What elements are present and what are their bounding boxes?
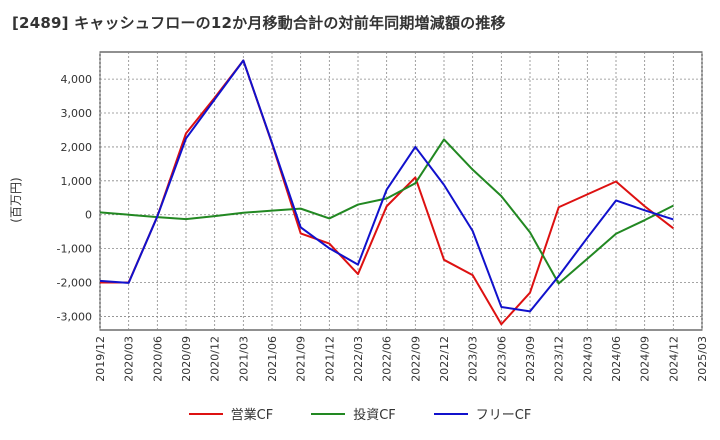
legend-swatch — [311, 412, 346, 415]
x-tick-label: 2021/12 — [323, 336, 336, 382]
y-tick-label: -1,000 — [57, 243, 92, 256]
series-lines — [99, 59, 674, 326]
y-tick-label: -2,000 — [57, 277, 92, 290]
x-tick-label: 2022/12 — [438, 336, 451, 382]
x-tick-label: 2021/09 — [295, 336, 308, 382]
x-tick-label: 2022/03 — [352, 336, 365, 382]
x-tick-label: 2024/09 — [639, 336, 652, 382]
x-tick-label: 2021/06 — [266, 336, 279, 382]
y-tick-labels: -3,000 -2,000 -1,000 0 1,000 2,000 3,000 4,000 — [57, 73, 92, 323]
x-tick-label: 2024/06 — [610, 336, 623, 382]
legend-label: 投資CF — [353, 408, 396, 423]
y-tick-label: 2,000 — [61, 141, 93, 154]
legend-label: フリーCF — [475, 408, 532, 423]
legend-swatch — [188, 412, 223, 415]
x-tick-label: 2021/03 — [237, 336, 250, 382]
x-tick-label: 2020/03 — [123, 336, 136, 382]
y-tick-label: 4,000 — [61, 73, 93, 86]
legend-item-1: 投資CF — [311, 404, 396, 423]
legend-label: 営業CF — [230, 408, 274, 423]
x-tick-label: 2024/12 — [667, 336, 680, 382]
grid-lines — [99, 52, 703, 330]
x-tick-label: 2020/06 — [151, 336, 164, 382]
chart-title: [2489] キャッシュフローの12か月移動合計の対前年同期増減額の推移 — [12, 14, 506, 32]
x-tick-label: 2023/03 — [467, 336, 480, 382]
y-axis-label: (百万円) — [9, 177, 23, 222]
y-tick-label: 0 — [85, 209, 92, 222]
x-tick-label: 2023/09 — [524, 336, 537, 382]
x-tick-label: 2023/06 — [495, 336, 508, 382]
series-line-2 — [99, 59, 674, 313]
x-tick-label: 2022/06 — [381, 336, 394, 382]
x-tick-label: 2025/03 — [696, 336, 709, 382]
series-line-0 — [100, 59, 674, 326]
legend-item-0: 営業CF — [188, 404, 274, 423]
y-tick-label: 3,000 — [61, 107, 93, 120]
x-tick-label: 2023/12 — [553, 336, 566, 382]
x-tick-label: 2020/12 — [209, 336, 222, 382]
x-tick-labels: 2019/12 2020/03 2020/06 2020/09 2020/12 2021/… — [94, 336, 709, 382]
x-tick-label: 2024/03 — [581, 336, 594, 382]
legend-item-2: フリーCF — [433, 404, 532, 423]
x-tick-label: 2022/09 — [409, 336, 422, 382]
x-tick-label: 2020/09 — [180, 336, 193, 382]
series-line-1 — [99, 138, 674, 285]
y-tick-label: 1,000 — [61, 175, 93, 188]
legend: 営業CF 投資CF フリーCF — [0, 404, 720, 423]
legend-swatch — [433, 412, 468, 415]
x-tick-label: 2019/12 — [94, 336, 107, 382]
y-tick-label: -3,000 — [57, 310, 92, 323]
